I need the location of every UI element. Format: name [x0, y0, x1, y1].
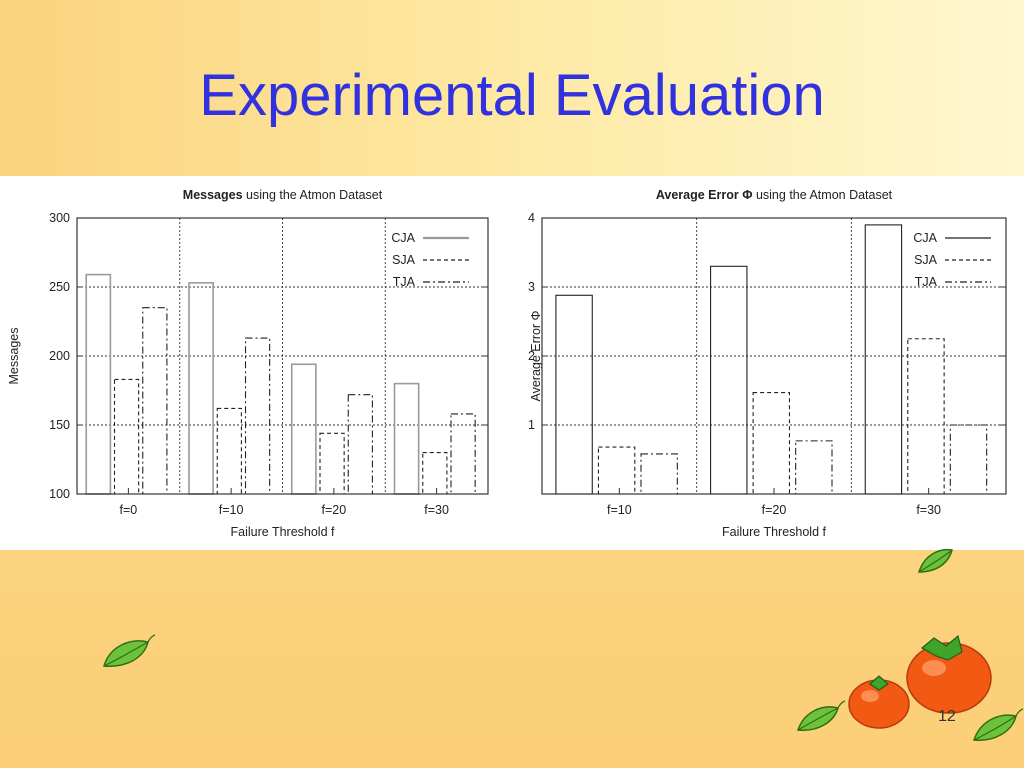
chart-title: Messages using the Atmon Dataset — [183, 188, 383, 202]
average-error-chart: Average Error Φ using the Atmon Dataset 1… — [528, 188, 1007, 539]
bar-cja — [85, 273, 112, 495]
bar-cja — [710, 265, 748, 495]
messages-chart: Messages using the Atmon Dataset 100 150 20… — [7, 188, 489, 539]
y-tick-label: 3 — [528, 280, 535, 294]
bar-sja — [422, 452, 448, 495]
chart-title-rest: using the Atmon Dataset — [243, 188, 383, 202]
bar-tja — [244, 337, 271, 495]
bottom-decoration-band — [0, 550, 1024, 768]
leaf-icon — [917, 548, 953, 573]
leaf-icon — [972, 708, 1024, 741]
legend-label: CJA — [913, 231, 937, 245]
y-tick-label: 2 — [528, 349, 535, 363]
x-tick-label: f=20 — [762, 503, 787, 517]
chart-title: Average Error Φ using the Atmon Dataset — [656, 188, 893, 202]
leaf-icon — [796, 700, 846, 731]
y-tick-label: 300 — [49, 211, 70, 225]
y-tick-label: 1 — [528, 418, 535, 432]
bar-tja — [949, 424, 988, 495]
y-tick-label: 100 — [49, 487, 70, 501]
x-axis-label: Failure Threshold f — [722, 525, 827, 539]
bar-cja — [393, 382, 420, 495]
x-tick-label: f=30 — [424, 503, 449, 517]
plot-frame — [76, 217, 489, 495]
bar-sja — [113, 378, 140, 495]
legend-label: TJA — [393, 275, 416, 289]
legend-label: TJA — [915, 275, 938, 289]
x-tick-label: f=10 — [219, 503, 244, 517]
bar-cja — [864, 224, 903, 495]
bar-tja — [795, 440, 833, 495]
bar-cja — [188, 282, 214, 495]
x-tick-label: f=20 — [322, 503, 347, 517]
x-tick-label: f=0 — [120, 503, 138, 517]
chart-title-bold: Average Error Φ — [656, 188, 753, 202]
x-tick-label: f=30 — [916, 503, 941, 517]
bar-cja — [555, 294, 593, 495]
y-tick-label: 4 — [528, 211, 535, 225]
bar-sja — [752, 392, 791, 495]
bar-sja — [216, 407, 242, 495]
y-axis-label: Average Error Φ — [529, 310, 543, 401]
bar-tja — [142, 307, 168, 495]
persimmon-icon — [848, 675, 910, 729]
bar-sja — [319, 432, 345, 495]
y-axis-label: Messages — [7, 328, 21, 385]
chart-title-rest: using the Atmon Dataset — [752, 188, 892, 202]
y-tick-label: 200 — [49, 349, 70, 363]
y-tick-label: 250 — [49, 280, 70, 294]
x-tick-label: f=10 — [607, 503, 632, 517]
bar-sja — [597, 446, 636, 495]
bar-sja — [907, 338, 945, 495]
bar-tja — [450, 413, 476, 495]
slide-title: Experimental Evaluation — [199, 63, 825, 128]
legend-label: SJA — [392, 253, 416, 267]
x-axis-label: Failure Threshold f — [231, 525, 336, 539]
y-tick-label: 150 — [49, 418, 70, 432]
bar-tja — [347, 394, 373, 495]
persimmon-icon — [906, 634, 992, 714]
chart-title-bold: Messages — [183, 188, 243, 202]
bar-cja — [290, 363, 317, 495]
legend-label: SJA — [914, 253, 938, 267]
chart-panel: Messages using the Atmon Dataset 100 150 20… — [0, 176, 1024, 550]
legend-label: CJA — [391, 231, 415, 245]
leaf-icon — [103, 634, 156, 667]
bar-tja — [640, 453, 678, 495]
page-number: 12 — [938, 708, 956, 725]
